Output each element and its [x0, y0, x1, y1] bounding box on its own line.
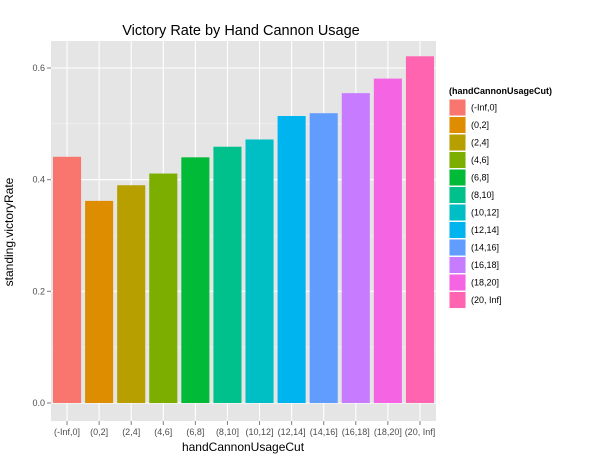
legend-swatch: [449, 99, 466, 116]
legend-label: (12,14]: [471, 225, 499, 235]
x-axis-title: handCannonUsageCut: [182, 440, 305, 454]
bar: [341, 93, 370, 403]
chart-title: Victory Rate by Hand Cannon Usage: [122, 23, 360, 39]
legend-swatch: [449, 274, 466, 291]
legend-label: (4,6]: [471, 155, 489, 165]
legend-swatch: [449, 187, 466, 203]
x-tick-label: (0,2]: [90, 427, 108, 437]
x-tick-label: (2,4]: [122, 427, 140, 437]
legend-label: (20, Inf]: [471, 295, 502, 305]
legend-label: (0,2]: [471, 120, 489, 130]
y-tick-label: 0.6: [32, 63, 45, 73]
legend-swatch: [449, 169, 466, 186]
bar: [117, 185, 146, 403]
legend-label: (2,4]: [471, 138, 489, 148]
bars: [53, 56, 434, 404]
x-axis-ticks: (-Inf,0] (0,2] (2,4] (4,6] (6,8] (8,10] (10,12…: [54, 421, 435, 437]
legend-label: (8,10]: [471, 190, 494, 200]
bar: [309, 113, 338, 403]
y-axis-title: standing.victoryRate: [2, 177, 16, 286]
y-tick-label: 0.0: [32, 398, 45, 408]
legend-swatch: [449, 257, 466, 273]
legend-swatch: [449, 117, 466, 133]
legend-swatch: [449, 134, 466, 151]
x-tick-label: (20, Inf]: [405, 427, 436, 437]
bar: [245, 139, 274, 403]
legend-label: (6,8]: [471, 173, 489, 183]
legend-title: (handCannonUsageCut): [449, 86, 552, 96]
y-axis-ticks: 0.0 0.2 0.4 0.6: [32, 63, 51, 408]
legend-swatch: [449, 239, 466, 256]
x-tick-label: (10,12]: [246, 427, 274, 437]
x-tick-label: (12,14]: [278, 427, 306, 437]
bar: [405, 56, 434, 404]
legend-swatch: [449, 204, 466, 221]
legend-label: (14,16]: [471, 243, 499, 253]
x-tick-label: (14,16]: [310, 427, 338, 437]
bar: [53, 156, 82, 403]
y-tick-label: 0.4: [32, 175, 45, 185]
x-tick-label: (16,18]: [342, 427, 370, 437]
bar: [149, 173, 178, 403]
legend-label: (18,20]: [471, 278, 499, 288]
bar: [181, 157, 210, 403]
x-tick-label: (4,6]: [154, 427, 172, 437]
x-tick-label: (-Inf,0]: [54, 427, 80, 437]
y-tick-label: 0.2: [32, 286, 45, 296]
bar: [277, 116, 306, 404]
bar: [373, 78, 402, 403]
legend-label: (-Inf,0]: [471, 103, 497, 113]
legend-swatch: [449, 152, 466, 168]
legend-label: (10,12]: [471, 208, 499, 218]
legend-label: (16,18]: [471, 260, 499, 270]
legend-swatch: [449, 292, 466, 308]
x-tick-label: (8,10]: [216, 427, 239, 437]
x-tick-label: (6,8]: [186, 427, 204, 437]
legend-swatch: [449, 222, 466, 238]
bar: [213, 146, 242, 403]
plot-panel: [51, 41, 436, 421]
x-tick-label: (18,20]: [374, 427, 402, 437]
bar: [85, 200, 114, 403]
legend: (handCannonUsageCut) (-Inf,0] (0,2] (2,4] (…: [448, 86, 552, 309]
